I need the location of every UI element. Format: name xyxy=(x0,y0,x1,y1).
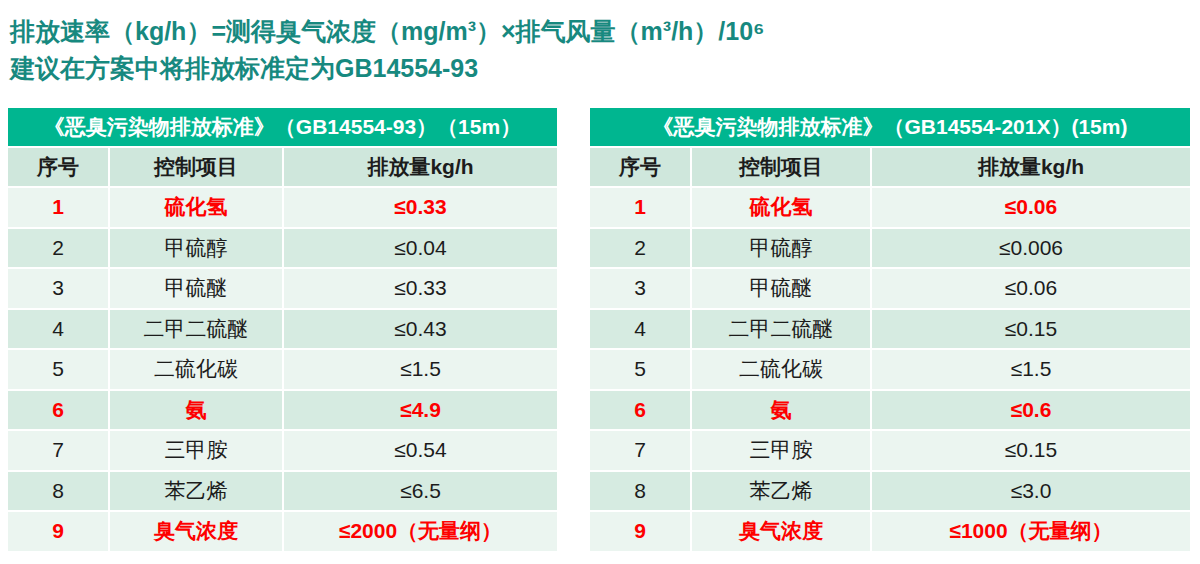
row-number-cell: 8 xyxy=(590,472,690,511)
emission-limit-cell: ≤1.5 xyxy=(284,350,557,389)
column-header-2: 排放量kg/h xyxy=(284,148,557,186)
emission-limit-cell: ≤0.04 xyxy=(284,229,557,268)
emission-limit-cell: ≤0.15 xyxy=(872,431,1190,470)
row-number-cell: 6 xyxy=(8,391,108,430)
column-header-1: 控制项目 xyxy=(110,148,282,186)
emission-limit-cell: ≤0.06 xyxy=(872,269,1190,308)
row-number-cell: 7 xyxy=(8,431,108,470)
table-grid: 序号控制项目排放量kg/h1硫化氢≤0.332甲硫醇≤0.043甲硫醚≤0.33… xyxy=(8,148,557,551)
control-item-cell: 甲硫醚 xyxy=(110,269,282,308)
control-item-cell: 甲硫醇 xyxy=(692,229,870,268)
control-item-cell: 苯乙烯 xyxy=(692,472,870,511)
standard-recommendation-line: 建议在方案中将排放标准定为GB14554-93 xyxy=(10,50,1200,87)
table-gb14554-93: 《恶臭污染物排放标准》（GB14554-93）（15m） 序号控制项目排放量kg… xyxy=(8,108,557,551)
intro-text-block: 排放速率（kg/h）=测得臭气浓度（mg/m³）×排气风量（m³/h）/10⁶ … xyxy=(10,13,1200,87)
control-item-cell: 三甲胺 xyxy=(110,431,282,470)
row-number-cell: 2 xyxy=(590,229,690,268)
column-header-0: 序号 xyxy=(8,148,108,186)
control-item-cell: 二硫化碳 xyxy=(110,350,282,389)
column-header-0: 序号 xyxy=(590,148,690,186)
emission-limit-cell: ≤0.43 xyxy=(284,310,557,349)
row-number-cell: 4 xyxy=(590,310,690,349)
emission-limit-cell: ≤0.15 xyxy=(872,310,1190,349)
emission-limit-cell: ≤0.006 xyxy=(872,229,1190,268)
control-item-cell: 硫化氢 xyxy=(692,188,870,227)
emission-limit-cell: ≤2000（无量纲） xyxy=(284,512,557,551)
row-number-cell: 7 xyxy=(590,431,690,470)
emission-limit-cell: ≤0.54 xyxy=(284,431,557,470)
emission-limit-cell: ≤3.0 xyxy=(872,472,1190,511)
tables-container: 《恶臭污染物排放标准》（GB14554-93）（15m） 序号控制项目排放量kg… xyxy=(8,108,1200,551)
row-number-cell: 9 xyxy=(590,512,690,551)
emission-limit-cell: ≤0.06 xyxy=(872,188,1190,227)
row-number-cell: 2 xyxy=(8,229,108,268)
emission-limit-cell: ≤0.33 xyxy=(284,269,557,308)
control-item-cell: 三甲胺 xyxy=(692,431,870,470)
row-number-cell: 6 xyxy=(590,391,690,430)
column-header-1: 控制项目 xyxy=(692,148,870,186)
emission-limit-cell: ≤0.6 xyxy=(872,391,1190,430)
control-item-cell: 臭气浓度 xyxy=(692,512,870,551)
row-number-cell: 3 xyxy=(8,269,108,308)
control-item-cell: 臭气浓度 xyxy=(110,512,282,551)
emission-rate-formula-line: 排放速率（kg/h）=测得臭气浓度（mg/m³）×排气风量（m³/h）/10⁶ xyxy=(10,13,1200,50)
control-item-cell: 氨 xyxy=(692,391,870,430)
control-item-cell: 二硫化碳 xyxy=(692,350,870,389)
table-grid: 序号控制项目排放量kg/h1硫化氢≤0.062甲硫醇≤0.0063甲硫醚≤0.0… xyxy=(590,148,1190,551)
control-item-cell: 苯乙烯 xyxy=(110,472,282,511)
control-item-cell: 甲硫醇 xyxy=(110,229,282,268)
row-number-cell: 3 xyxy=(590,269,690,308)
control-item-cell: 甲硫醚 xyxy=(692,269,870,308)
control-item-cell: 二甲二硫醚 xyxy=(110,310,282,349)
row-number-cell: 9 xyxy=(8,512,108,551)
table-gb14554-201x: 《恶臭污染物排放标准》（GB14554-201X）(15m) 序号控制项目排放量… xyxy=(590,108,1190,551)
table-title: 《恶臭污染物排放标准》（GB14554-201X）(15m) xyxy=(590,108,1190,146)
row-number-cell: 1 xyxy=(590,188,690,227)
control-item-cell: 硫化氢 xyxy=(110,188,282,227)
row-number-cell: 5 xyxy=(590,350,690,389)
emission-limit-cell: ≤1000（无量纲） xyxy=(872,512,1190,551)
table-title: 《恶臭污染物排放标准》（GB14554-93）（15m） xyxy=(8,108,557,146)
control-item-cell: 氨 xyxy=(110,391,282,430)
emission-limit-cell: ≤4.9 xyxy=(284,391,557,430)
row-number-cell: 4 xyxy=(8,310,108,349)
row-number-cell: 1 xyxy=(8,188,108,227)
emission-limit-cell: ≤1.5 xyxy=(872,350,1190,389)
row-number-cell: 5 xyxy=(8,350,108,389)
column-header-2: 排放量kg/h xyxy=(872,148,1190,186)
emission-limit-cell: ≤6.5 xyxy=(284,472,557,511)
control-item-cell: 二甲二硫醚 xyxy=(692,310,870,349)
emission-limit-cell: ≤0.33 xyxy=(284,188,557,227)
row-number-cell: 8 xyxy=(8,472,108,511)
